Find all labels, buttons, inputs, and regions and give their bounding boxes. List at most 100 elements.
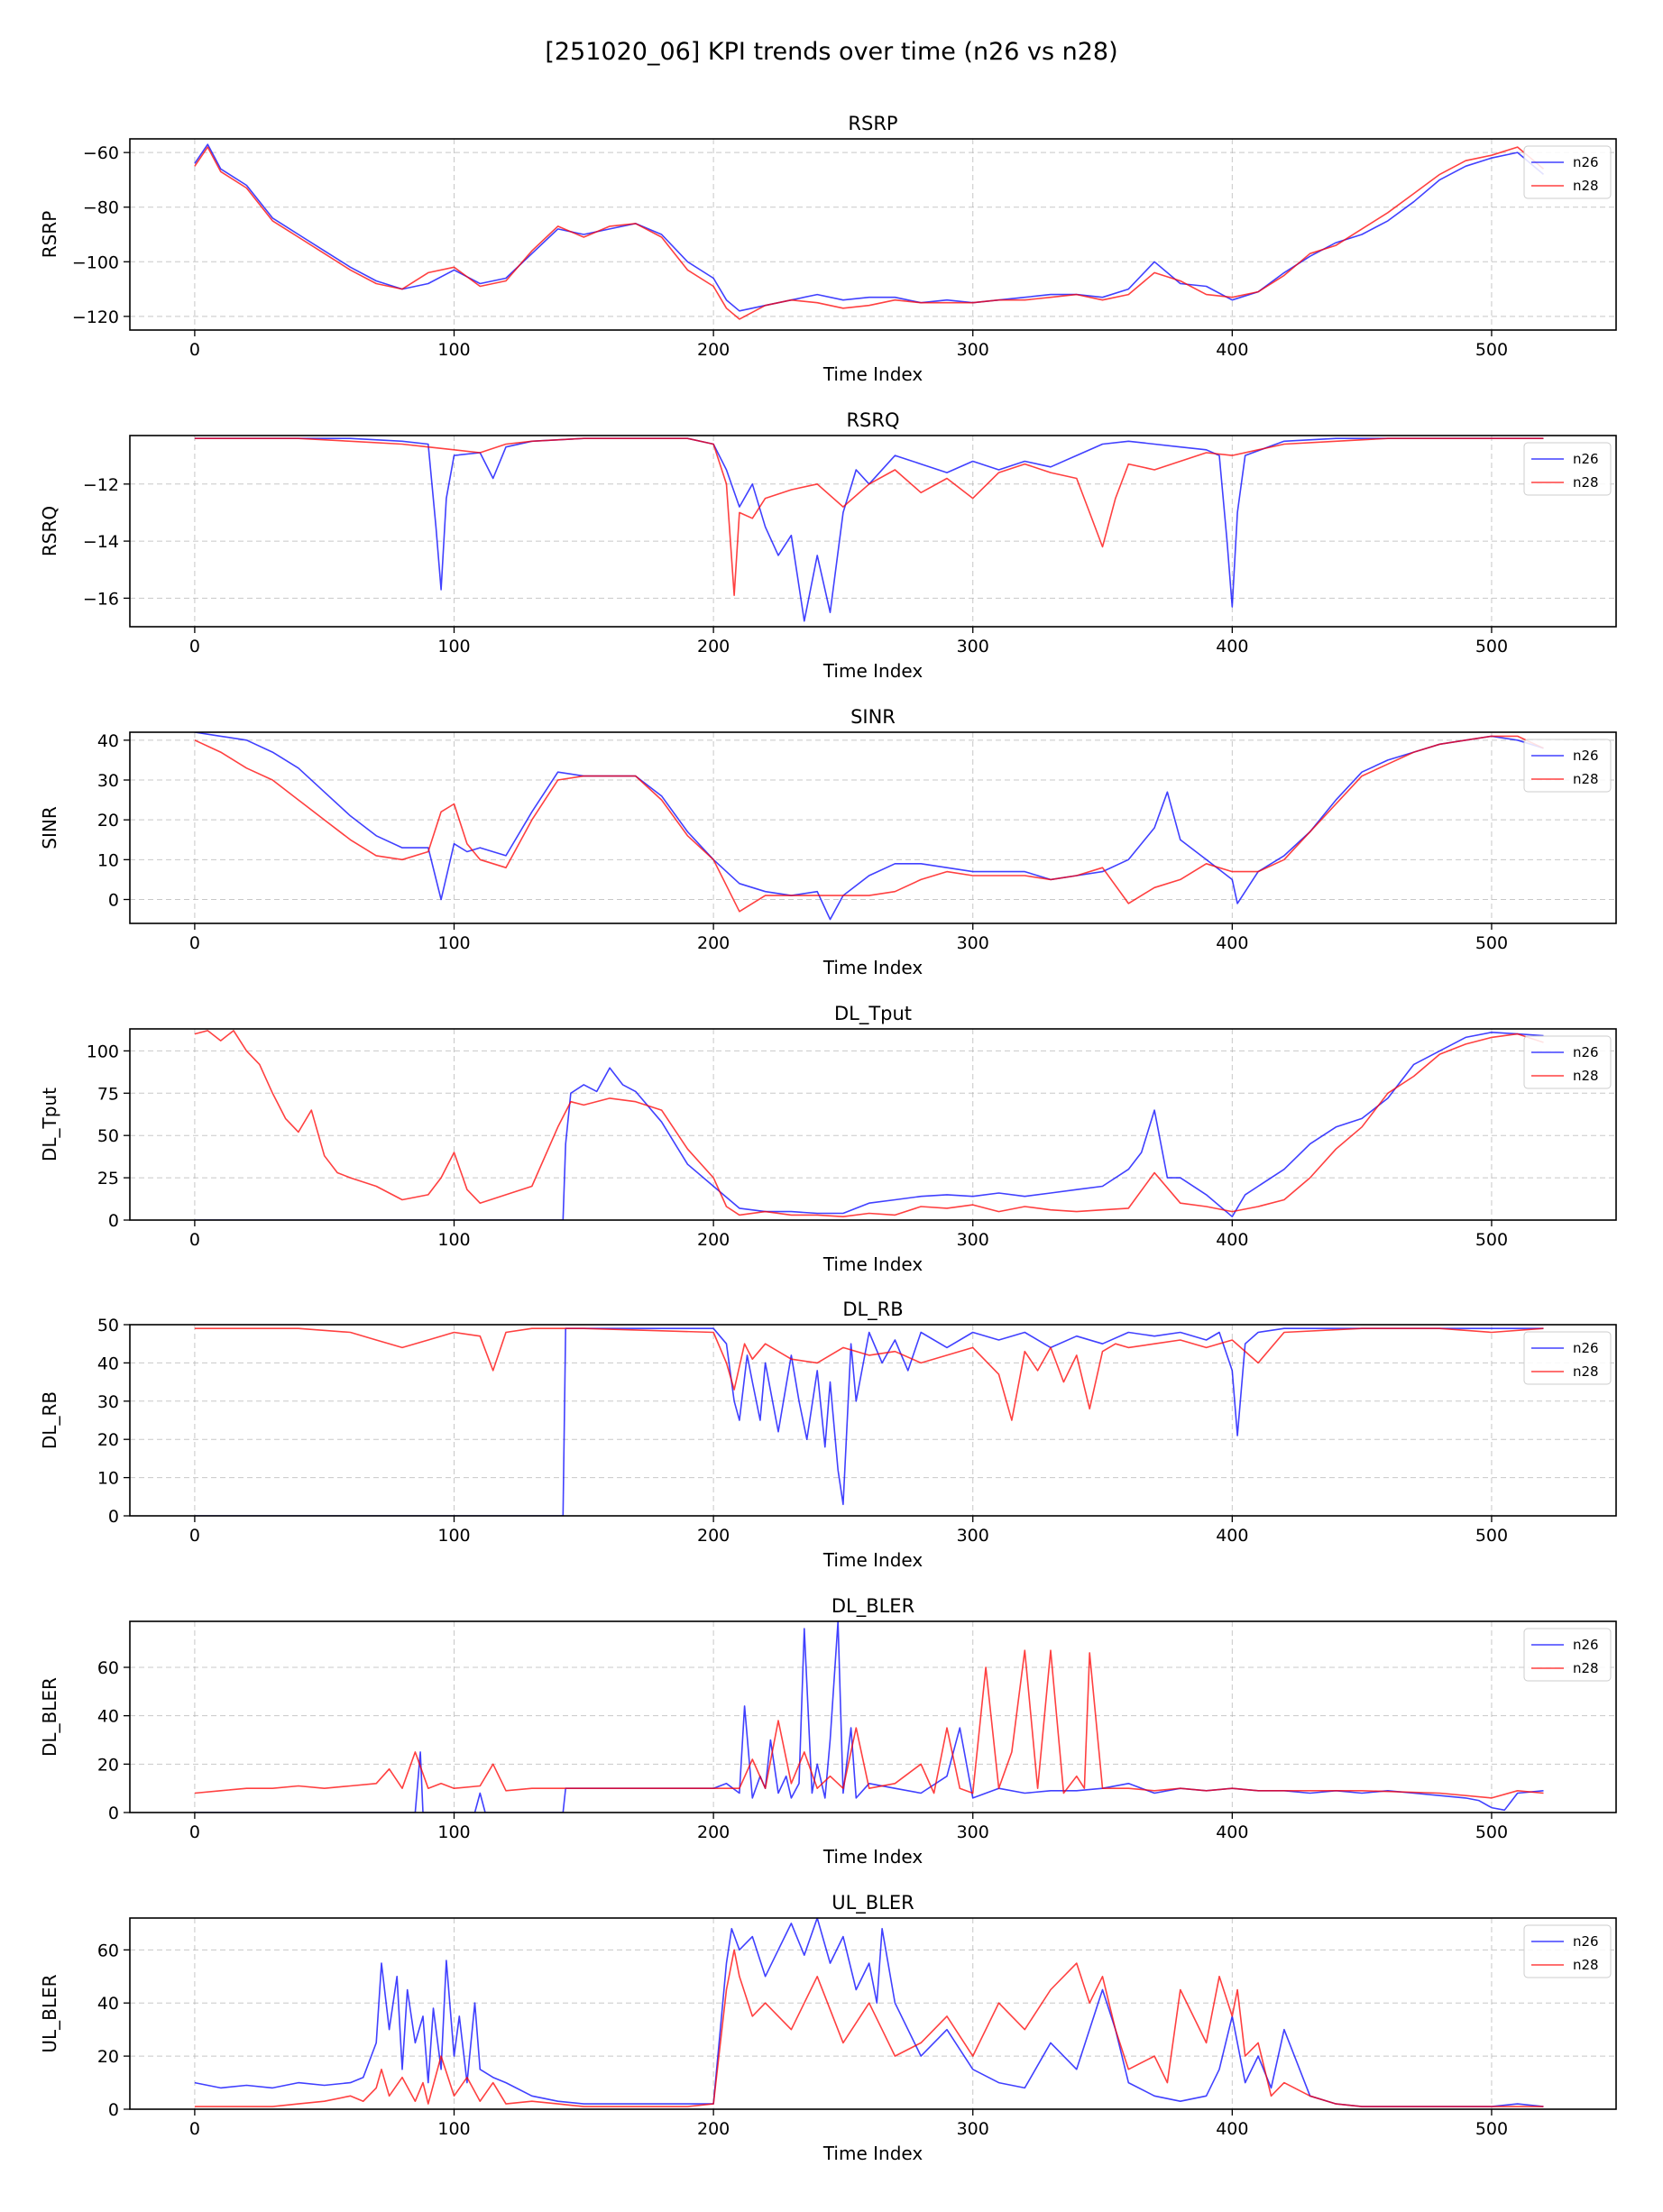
y-tick-label: −14 — [83, 532, 119, 552]
x-tick-label: 500 — [1475, 1822, 1508, 1842]
series-line-n26 — [194, 1621, 1544, 1813]
x-tick-label: 0 — [189, 1230, 200, 1250]
x-tick-label: 400 — [1216, 340, 1248, 360]
x-tick-label: 300 — [957, 637, 989, 656]
x-axis-label: Time Index — [822, 1253, 923, 1275]
y-tick-label: 75 — [97, 1084, 119, 1104]
x-axis-label: Time Index — [822, 1549, 923, 1571]
subplot-rsrp: RSRP 0 100 200 300 400 500 −120 −100 −80 −60 Time I… — [39, 113, 1617, 385]
y-tick-label: 10 — [97, 850, 119, 870]
series-line-n26 — [194, 1918, 1544, 2107]
x-tick-label: 200 — [697, 637, 730, 656]
y-axis-label: DL_RB — [39, 1391, 60, 1449]
series-line-n28 — [194, 735, 1544, 913]
x-tick-label: 0 — [189, 1822, 200, 1842]
y-axis-label: RSRQ — [39, 506, 60, 556]
x-tick-label: 0 — [189, 340, 200, 360]
y-tick-label: 40 — [97, 1707, 119, 1727]
series-line-n28 — [194, 146, 1545, 320]
x-axis-label: Time Index — [822, 363, 923, 385]
legend-label-n26: n26 — [1573, 1933, 1599, 1950]
series-group — [194, 1327, 1544, 1516]
x-tick-label: 300 — [957, 1822, 989, 1842]
y-axis-label: RSRP — [39, 211, 60, 259]
subplot-title: DL_RB — [842, 1299, 903, 1321]
axes-frame — [129, 435, 1617, 628]
axes-frame — [129, 138, 1617, 331]
y-tick-label: 40 — [97, 731, 119, 751]
subplot-title: SINR — [850, 706, 896, 728]
y-tick-label: 0 — [108, 2100, 119, 2120]
series-line-n26 — [194, 732, 1544, 921]
y-tick-label: 20 — [97, 1430, 119, 1450]
x-tick-label: 400 — [1216, 1526, 1248, 1546]
x-tick-label: 500 — [1475, 340, 1508, 360]
figure-suptitle: [251020_06] KPI trends over time (n26 vs… — [545, 38, 1117, 66]
x-tick-label: 200 — [697, 340, 730, 360]
y-tick-label: 20 — [97, 1755, 119, 1775]
series-group — [194, 1621, 1544, 1813]
y-tick-label: 0 — [108, 891, 119, 911]
x-tick-label: 100 — [437, 1230, 470, 1250]
subplot-rsrq: RSRQ 0 100 200 300 400 500 −16 −14 −12 Time Index R… — [39, 409, 1617, 682]
series-line-n26 — [194, 1327, 1544, 1516]
y-tick-label: 60 — [97, 1658, 119, 1678]
subplot-dl-bler: DL_BLER 0 100 200 300 400 500 0 20 40 60 Time Index… — [39, 1595, 1617, 1868]
x-tick-label: 300 — [957, 340, 989, 360]
x-axis-label: Time Index — [822, 660, 923, 682]
x-tick-label: 500 — [1475, 2119, 1508, 2139]
legend-label-n28: n28 — [1573, 1363, 1599, 1380]
y-tick-label: 50 — [97, 1316, 119, 1335]
y-tick-label: 20 — [97, 2047, 119, 2067]
y-axis-label: UL_BLER — [39, 1974, 60, 2052]
x-tick-label: 400 — [1216, 1822, 1248, 1842]
x-tick-label: 0 — [189, 933, 200, 953]
x-tick-label: 200 — [697, 1526, 730, 1546]
series-line-n26 — [194, 437, 1544, 622]
x-tick-label: 200 — [697, 1822, 730, 1842]
series-line-n26 — [194, 1032, 1544, 1220]
legend-label-n28: n28 — [1573, 178, 1599, 194]
x-tick-label: 300 — [957, 2119, 989, 2139]
x-tick-label: 100 — [437, 1526, 470, 1546]
y-tick-label: −12 — [83, 475, 119, 495]
axes-frame — [129, 1324, 1617, 1517]
y-axis-label: SINR — [39, 806, 60, 849]
legend-label-n26: n26 — [1573, 154, 1599, 170]
y-axis-label: DL_BLER — [39, 1677, 60, 1757]
series-group — [194, 437, 1544, 622]
subplot-dl-rb: DL_RB 0 100 200 300 400 500 0 10 20 30 40 50 Time Ind… — [39, 1299, 1617, 1571]
series-line-n28 — [194, 437, 1544, 597]
x-tick-label: 100 — [437, 1822, 470, 1842]
subplot-title: DL_BLER — [832, 1595, 914, 1618]
axes-frame — [129, 1620, 1617, 1813]
legend-label-n28: n28 — [1573, 474, 1599, 491]
x-tick-label: 200 — [697, 1230, 730, 1250]
x-tick-label: 500 — [1475, 637, 1508, 656]
series-group — [194, 732, 1544, 921]
y-tick-label: 60 — [97, 1941, 119, 1960]
y-tick-label: −120 — [72, 307, 119, 327]
y-tick-label: 25 — [97, 1169, 119, 1189]
y-tick-label: 0 — [108, 1804, 119, 1823]
legend-label-n26: n26 — [1573, 1340, 1599, 1356]
legend-label-n26: n26 — [1573, 451, 1599, 467]
legend-label-n28: n28 — [1573, 1660, 1599, 1676]
x-tick-label: 300 — [957, 1230, 989, 1250]
x-tick-label: 0 — [189, 1526, 200, 1546]
x-tick-label: 200 — [697, 2119, 730, 2139]
x-tick-label: 500 — [1475, 1230, 1508, 1250]
x-tick-label: 0 — [189, 637, 200, 656]
y-tick-label: −16 — [83, 589, 119, 609]
series-line-n28 — [194, 1649, 1544, 1799]
legend-label-n28: n28 — [1573, 1068, 1599, 1084]
legend-label-n26: n26 — [1573, 748, 1599, 764]
series-group — [194, 143, 1545, 320]
y-tick-label: 10 — [97, 1469, 119, 1489]
